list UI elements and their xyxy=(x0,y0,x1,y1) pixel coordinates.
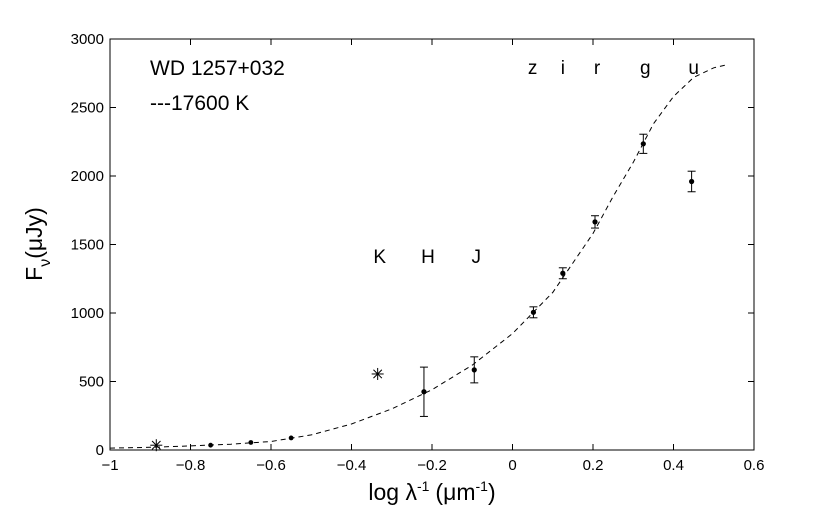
data-point-asterisk xyxy=(150,439,163,452)
data-points-layer xyxy=(150,133,696,452)
asterisk-stroke xyxy=(373,369,383,379)
x-tick-label: −1 xyxy=(101,457,118,474)
y-tick-label: 3000 xyxy=(71,31,104,48)
model-curve-layer xyxy=(109,64,726,449)
data-point xyxy=(471,367,477,373)
y-axis-label: Fν(μJy) xyxy=(21,207,54,281)
y-tick-label: 1500 xyxy=(71,237,104,254)
data-point-errorbar xyxy=(558,267,567,280)
x-axis-label: log λ-1 (μm-1) xyxy=(368,478,495,505)
data-point xyxy=(592,219,598,225)
data-point-errorbar xyxy=(639,133,648,154)
asterisk-stroke xyxy=(151,440,161,450)
x-tick-label: 0 xyxy=(508,457,516,474)
x-tick-label: −0.6 xyxy=(256,457,286,474)
band-label-g: g xyxy=(640,58,651,79)
x-tick-label: −0.8 xyxy=(176,457,206,474)
data-point-errorbar xyxy=(419,366,428,417)
data-point xyxy=(530,309,537,315)
data-point-errorbar xyxy=(591,215,600,229)
annotation-object-name: WD 1257+032 xyxy=(150,57,285,80)
model-curve xyxy=(109,64,726,449)
data-point xyxy=(640,141,646,147)
band-label-i: i xyxy=(561,58,565,79)
data-point xyxy=(248,440,254,445)
y-tick-label: 500 xyxy=(79,374,104,391)
band-label-u: u xyxy=(688,58,699,79)
band-label-r: r xyxy=(594,58,601,79)
data-point xyxy=(288,435,294,441)
band-label-z: z xyxy=(528,58,538,79)
data-point xyxy=(421,389,427,395)
y-tick-label: 2500 xyxy=(71,100,104,117)
data-point xyxy=(689,178,695,185)
data-point-errorbar xyxy=(687,170,696,193)
data-point xyxy=(208,442,214,448)
x-tick-label: −0.4 xyxy=(337,457,367,474)
data-point-errorbar xyxy=(529,306,538,319)
axis-ticks: −1 −0.8 −0.6 −0.4 −0.2 0 0.2 0.4 0.6 0 500 1000 1500… xyxy=(71,31,765,474)
x-tick-label: 0.2 xyxy=(583,457,604,474)
annotation-model-temperature: ---17600 K xyxy=(150,92,249,115)
band-label-H: H xyxy=(421,247,435,268)
y-tick-label: 1000 xyxy=(71,305,104,322)
x-tick-label: 0.6 xyxy=(744,457,765,474)
data-point-asterisk xyxy=(371,367,384,380)
band-labels-layer: z i r g u K H J xyxy=(373,58,699,268)
x-tick-label: −0.2 xyxy=(417,457,447,474)
x-tick-label: 0.4 xyxy=(663,457,684,474)
y-tick-label: 2000 xyxy=(71,168,104,185)
data-point xyxy=(560,270,566,276)
band-label-J: J xyxy=(472,247,482,268)
band-label-K: K xyxy=(373,247,386,268)
y-tick-label: 0 xyxy=(96,442,104,459)
data-point-errorbar xyxy=(470,356,479,384)
